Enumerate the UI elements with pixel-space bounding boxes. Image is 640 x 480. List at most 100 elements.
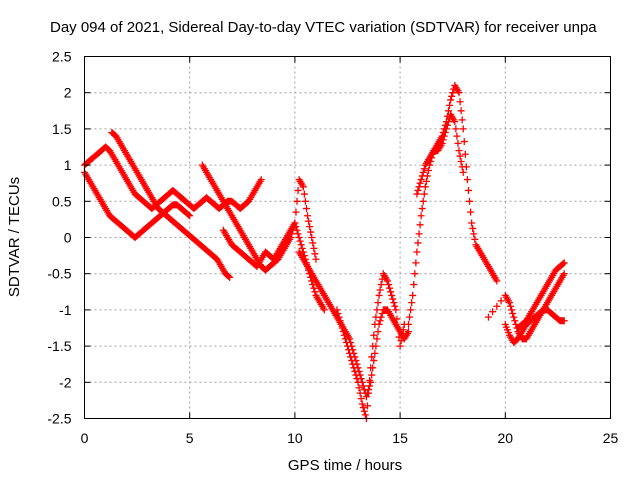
data-point	[388, 291, 396, 299]
series-10	[501, 306, 568, 346]
data-point	[466, 197, 474, 205]
data-point	[443, 121, 451, 129]
data-point	[346, 349, 354, 357]
data-point	[365, 389, 373, 397]
data-point	[370, 331, 378, 339]
data-point	[385, 281, 393, 289]
data-point	[390, 299, 398, 307]
data-point	[440, 132, 448, 140]
series-0	[81, 143, 265, 213]
data-point	[420, 165, 428, 173]
data-point	[413, 248, 421, 256]
data-point	[378, 310, 386, 318]
data-point	[372, 313, 380, 321]
data-point	[420, 190, 428, 198]
data-point	[456, 98, 464, 106]
data-point	[357, 395, 365, 403]
data-point	[371, 349, 379, 357]
data-point	[297, 241, 305, 249]
data-point	[416, 221, 424, 229]
data-point	[456, 152, 464, 160]
y-tick-label: -0.5	[47, 266, 71, 282]
data-point	[444, 107, 452, 115]
data-point	[312, 255, 320, 263]
data-point	[376, 317, 384, 325]
data-point	[453, 132, 461, 140]
y-tick-label: -1.5	[47, 338, 71, 354]
data-point	[417, 212, 425, 220]
data-point	[394, 324, 402, 332]
data-point	[461, 150, 469, 158]
y-tick-label: 1	[64, 157, 72, 173]
data-point	[447, 96, 455, 104]
data-point	[396, 342, 404, 350]
y-tick-label: -1	[59, 302, 72, 318]
data-point	[458, 116, 466, 124]
data-point	[454, 139, 462, 147]
data-point	[356, 389, 364, 397]
data-point	[419, 168, 427, 176]
data-point	[338, 324, 346, 332]
data-point	[355, 384, 363, 392]
data-point	[362, 393, 370, 401]
data-point	[342, 338, 350, 346]
data-point	[397, 337, 405, 345]
data-point	[391, 302, 399, 310]
data-point	[471, 235, 479, 243]
data-point	[293, 197, 301, 205]
data-point	[421, 183, 429, 191]
data-point	[411, 270, 419, 278]
data-point	[418, 205, 426, 213]
data-point	[459, 125, 467, 133]
data-point	[414, 239, 422, 247]
data-point	[489, 308, 497, 316]
data-point	[441, 129, 449, 137]
data-point	[225, 272, 233, 280]
data-point	[510, 313, 518, 321]
data-point	[294, 230, 302, 238]
data-point	[309, 239, 317, 247]
data-point	[375, 291, 383, 299]
data-point	[369, 342, 377, 350]
data-point	[370, 357, 378, 365]
series-4	[219, 219, 328, 314]
data-point	[311, 250, 319, 258]
data-point	[493, 302, 501, 310]
data-point	[337, 320, 345, 328]
data-point	[484, 313, 492, 321]
data-point	[333, 306, 341, 314]
data-point	[464, 186, 472, 194]
data-point	[506, 299, 514, 307]
data-point	[412, 259, 420, 267]
data-point	[344, 342, 351, 350]
data-point	[354, 378, 362, 386]
series-7	[405, 81, 501, 328]
data-point	[460, 138, 468, 146]
data-point	[416, 179, 424, 187]
data-point	[463, 176, 471, 184]
data-point	[422, 177, 430, 185]
data-point	[310, 284, 318, 292]
data-point	[302, 205, 310, 213]
data-point	[348, 357, 356, 365]
data-point	[559, 260, 567, 268]
data-point	[560, 317, 568, 325]
data-point	[405, 320, 413, 328]
data-point	[368, 371, 376, 379]
data-point	[335, 313, 343, 321]
data-point	[374, 328, 382, 336]
data-point	[405, 328, 413, 336]
data-point	[341, 335, 349, 343]
data-point	[560, 259, 568, 267]
data-point	[419, 197, 427, 205]
data-point	[448, 92, 456, 100]
y-tick-label: 2.5	[52, 49, 72, 65]
data-point	[301, 197, 309, 205]
y-tick-label: 0	[64, 230, 72, 246]
data-point	[363, 402, 371, 410]
data-point	[308, 234, 316, 241]
data-point	[320, 306, 328, 314]
x-tick-label: 0	[81, 430, 89, 446]
data-point	[300, 190, 308, 198]
